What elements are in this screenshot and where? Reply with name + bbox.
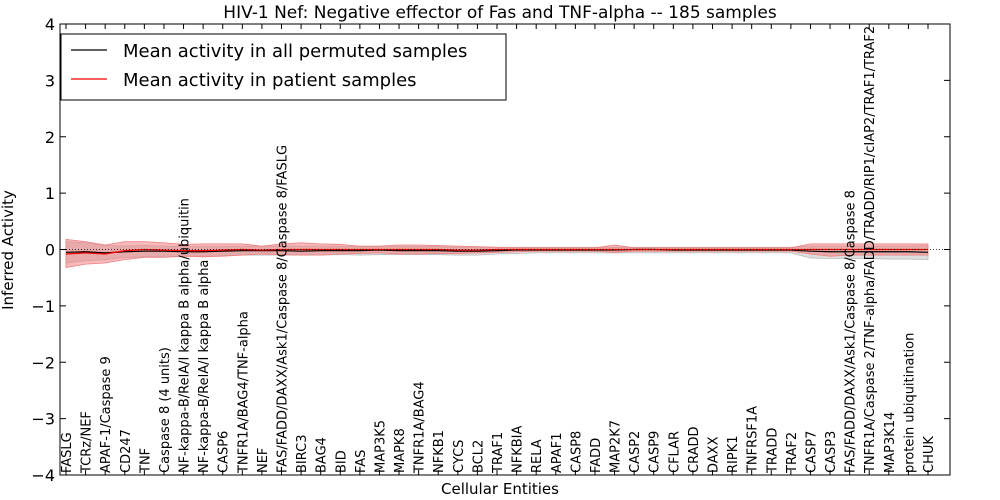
x-tick-label: CASP2 bbox=[628, 431, 643, 473]
y-tick-label: −3 bbox=[31, 410, 55, 429]
series-lines bbox=[65, 248, 929, 255]
x-tick-label: NFKBIA bbox=[511, 426, 526, 473]
x-tick-label: TRAF2 bbox=[785, 432, 800, 474]
x-tick-label: DAXX bbox=[707, 436, 722, 473]
x-tick-label: CASP6 bbox=[217, 431, 232, 473]
x-tick-label: CASP3 bbox=[824, 431, 839, 473]
x-tick-label: RELA bbox=[530, 439, 545, 473]
series-line-patient bbox=[65, 248, 928, 255]
x-tick-label: TRAF1 bbox=[491, 432, 506, 474]
x-tick-label: Caspase 8 (4 units) bbox=[158, 347, 173, 473]
x-tick-label: BCL2 bbox=[471, 440, 486, 473]
x-tick-label: CASP7 bbox=[804, 431, 819, 473]
x-tick-label: MAPK8 bbox=[393, 428, 408, 473]
x-tick-label: APAF-1/Caspase 9 bbox=[99, 356, 114, 473]
x-tick-label: FASLG bbox=[60, 432, 75, 473]
chart-title: HIV-1 Nef: Negative effector of Fas and … bbox=[223, 3, 777, 23]
x-axis-label: Cellular Entities bbox=[441, 480, 559, 498]
legend: Mean activity in all permuted samples Me… bbox=[60, 33, 507, 101]
x-tick-label: NEF bbox=[256, 448, 271, 473]
x-tick-label: CHUK bbox=[922, 436, 937, 473]
x-tick-label: BAG4 bbox=[315, 437, 330, 473]
y-tick-label: −2 bbox=[31, 353, 55, 372]
x-tick-label: CYCS bbox=[452, 440, 467, 473]
x-tick-label: BIRC3 bbox=[295, 434, 310, 473]
x-tick-label: TCRz/NEF bbox=[80, 411, 95, 474]
y-axis-label: Inferred Activity bbox=[0, 190, 17, 310]
x-tick-label: RIPK1 bbox=[726, 435, 741, 473]
x-tick-label: TNFR1A/BAG4 bbox=[413, 381, 428, 474]
y-tick-label: −1 bbox=[31, 297, 55, 316]
x-tick-label: CASP9 bbox=[648, 431, 663, 473]
x-tick-label: BID bbox=[334, 450, 349, 473]
x-tick-label: FAS/FADD/DAXX/Ask1/Caspase 8/Caspase 8 bbox=[844, 190, 859, 473]
x-tick-label: protein ubiquitination bbox=[902, 333, 917, 473]
y-tick-label: 1 bbox=[45, 184, 55, 203]
x-tick-label: TRADD bbox=[765, 428, 780, 474]
x-tick-label: NF-kappa-B/RelA/I kappa B alpha/ubiquiti… bbox=[178, 198, 193, 473]
x-tick-label: FAS/FADD/DAXX/Ask1/Caspase 8/Caspase 8/F… bbox=[276, 145, 291, 473]
x-tick-label: TNFR1A/BAG4/TNF-alpha bbox=[236, 311, 251, 474]
x-tick-label: TNFRSF1A bbox=[746, 406, 761, 474]
x-tick-label: FADD bbox=[589, 438, 604, 473]
confidence-bands bbox=[65, 238, 929, 269]
legend-label-permuted: Mean activity in all permuted samples bbox=[123, 41, 467, 62]
x-tick-label: CD247 bbox=[119, 429, 134, 473]
x-tick-label: NFKB1 bbox=[432, 430, 447, 473]
x-tick-label: TNF bbox=[138, 448, 153, 474]
x-tick-label: APAF1 bbox=[550, 432, 565, 473]
legend-box bbox=[60, 33, 507, 101]
x-tick-label: TNFR1A/Caspase 2/TNF-alpha/FADD/TRADD/RI… bbox=[863, 26, 878, 474]
x-tick-label: NF-kappa-B/RelA/I kappa B alpha bbox=[197, 260, 212, 473]
x-tick-label: CFLAR bbox=[667, 431, 682, 473]
y-tick-label: 0 bbox=[45, 241, 55, 260]
y-tick-label: −4 bbox=[31, 466, 55, 485]
x-tick-label: MAP2K7 bbox=[609, 420, 624, 473]
y-tick-label: 3 bbox=[45, 71, 55, 90]
x-tick-label: FAS bbox=[354, 450, 369, 473]
y-tick-label: 2 bbox=[45, 128, 55, 147]
x-axis: FASLG TCRz/NEF APAF-1/Caspase 9 CD247 TNF Cas… bbox=[60, 24, 937, 475]
x-tick-label: CASP8 bbox=[569, 431, 584, 473]
y-tick-label: 4 bbox=[45, 15, 55, 34]
x-tick-label: MAP3K14 bbox=[883, 412, 898, 473]
x-tick-label: MAP3K5 bbox=[373, 420, 388, 473]
legend-label-patient: Mean activity in patient samples bbox=[123, 70, 417, 91]
band-patient bbox=[65, 238, 929, 269]
x-tick-label: CRADD bbox=[687, 427, 702, 474]
y-axis: −4 −3 −2 −1 0 1 2 3 4 bbox=[31, 15, 950, 485]
